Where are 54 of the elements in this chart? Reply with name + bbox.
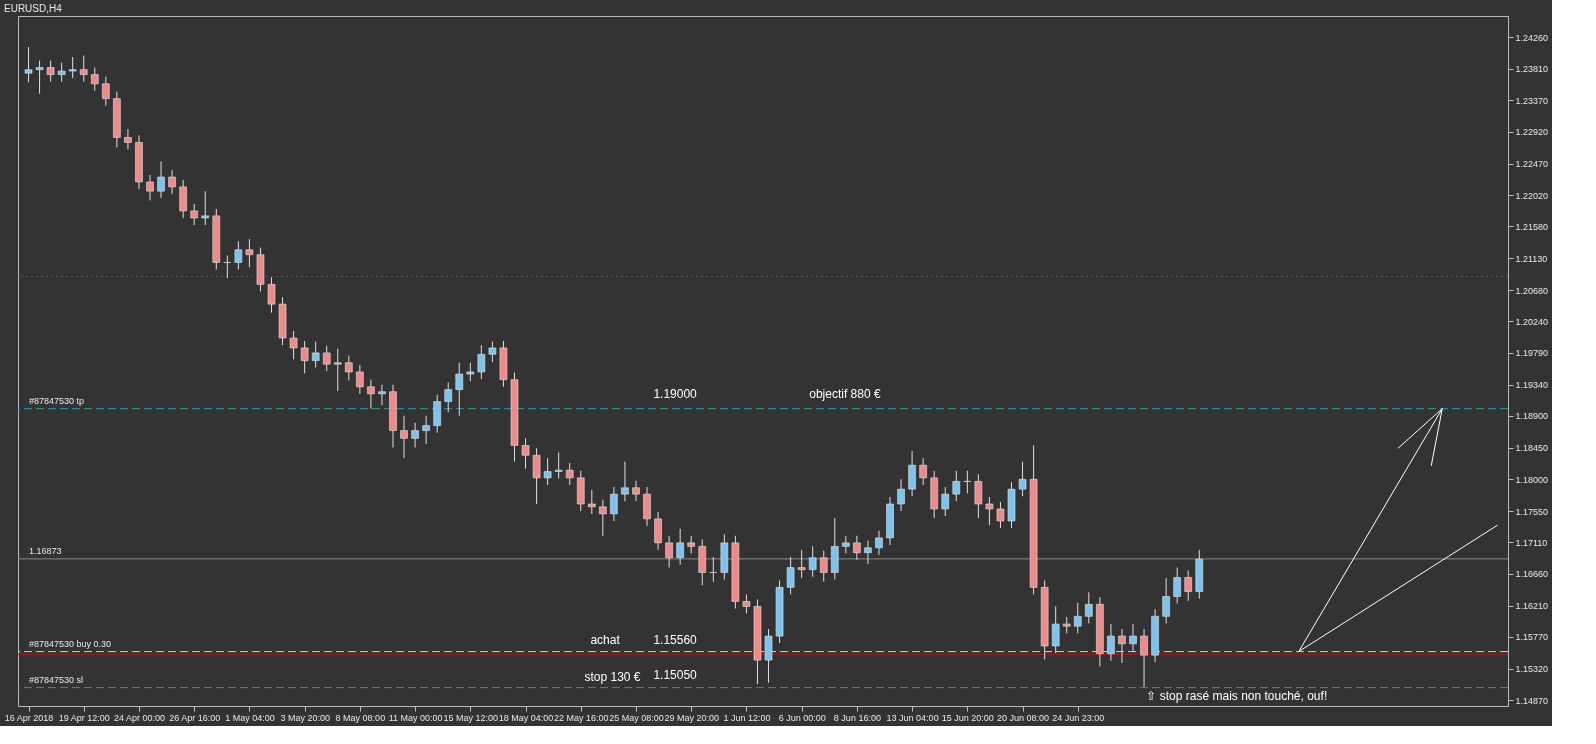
- ref-line-label: #87847530 tp: [29, 395, 85, 406]
- x-tick-label: 6 Jun 00:00: [778, 712, 826, 723]
- x-tick-label: 18 May 04:00: [498, 712, 554, 723]
- y-tick-label: 1.19790: [1515, 348, 1549, 359]
- annotation: stop 130 €: [584, 670, 641, 685]
- chart-title: EURUSD,H4: [4, 3, 63, 14]
- y-tick-label: 1.18900: [1515, 411, 1549, 422]
- x-tick-label: 11 May 00:00: [388, 712, 443, 723]
- x-tick-label: 25 May 08:00: [609, 712, 664, 723]
- annotation: achat: [590, 633, 621, 648]
- annotation: 1.19000: [653, 387, 698, 402]
- y-tick-label: 1.15320: [1515, 664, 1549, 675]
- y-tick-label: 1.15770: [1515, 632, 1549, 643]
- y-tick-label: 1.22020: [1515, 190, 1549, 201]
- ref-line-label: #87847530 buy 0.30: [29, 638, 112, 649]
- y-tick-label: 1.24260: [1515, 32, 1549, 43]
- x-tick-label: 19 Apr 12:00: [58, 712, 110, 723]
- annotation: ⇧ stop rasé mais non touché, ouf!: [1146, 688, 1328, 703]
- y-tick-label: 1.19340: [1515, 380, 1549, 391]
- annotation: 1.15560: [653, 633, 698, 648]
- ref-line-label: #87847530 sl: [29, 674, 84, 685]
- x-tick-label: 20 Jun 08:00: [997, 712, 1050, 723]
- x-tick-label: 1 Jun 12:00: [723, 712, 771, 723]
- x-tick-label: 24 Apr 00:00: [113, 712, 165, 723]
- x-tick-label: 8 Jun 16:00: [833, 712, 881, 723]
- y-tick-label: 1.23370: [1515, 95, 1549, 106]
- y-tick-label: 1.16210: [1515, 601, 1549, 612]
- y-tick-label: 1.22920: [1515, 127, 1549, 138]
- x-tick-label: 1 May 04:00: [225, 712, 275, 723]
- y-tick-label: 1.14870: [1515, 695, 1549, 706]
- x-tick-label: 15 May 12:00: [443, 712, 499, 723]
- y-tick-label: 1.23810: [1515, 64, 1549, 75]
- x-tick-label: 13 Jun 04:00: [886, 712, 939, 723]
- annotation: objectif 880 €: [809, 387, 881, 402]
- x-tick-label: 22 May 16:00: [553, 712, 609, 723]
- y-tick-label: 1.17550: [1515, 506, 1549, 517]
- y-tick-label: 1.20680: [1515, 285, 1549, 296]
- x-tick-label: 15 Jun 20:00: [941, 712, 994, 723]
- y-tick-label: 1.20240: [1515, 316, 1549, 327]
- x-tick-label: 29 May 20:00: [664, 712, 719, 723]
- annotation: 1.15050: [653, 667, 698, 682]
- y-tick-label: 1.18450: [1515, 443, 1549, 454]
- y-tick-label: 1.16660: [1515, 569, 1549, 580]
- y-tick-label: 1.17110: [1515, 537, 1548, 548]
- ref-line-label: 1.16873: [29, 545, 62, 556]
- y-tick-label: 1.21130: [1515, 253, 1548, 264]
- y-tick-label: 1.18000: [1515, 474, 1549, 485]
- y-tick-label: 1.22470: [1515, 159, 1549, 170]
- x-tick-label: 26 Apr 16:00: [169, 712, 221, 723]
- x-tick-label: 3 May 20:00: [280, 712, 330, 723]
- x-tick-label: 16 Apr 2018: [4, 712, 54, 723]
- y-tick-label: 1.21580: [1515, 221, 1549, 232]
- x-tick-label: 24 Jun 23:00: [1052, 712, 1105, 723]
- x-tick-label: 8 May 08:00: [335, 712, 386, 723]
